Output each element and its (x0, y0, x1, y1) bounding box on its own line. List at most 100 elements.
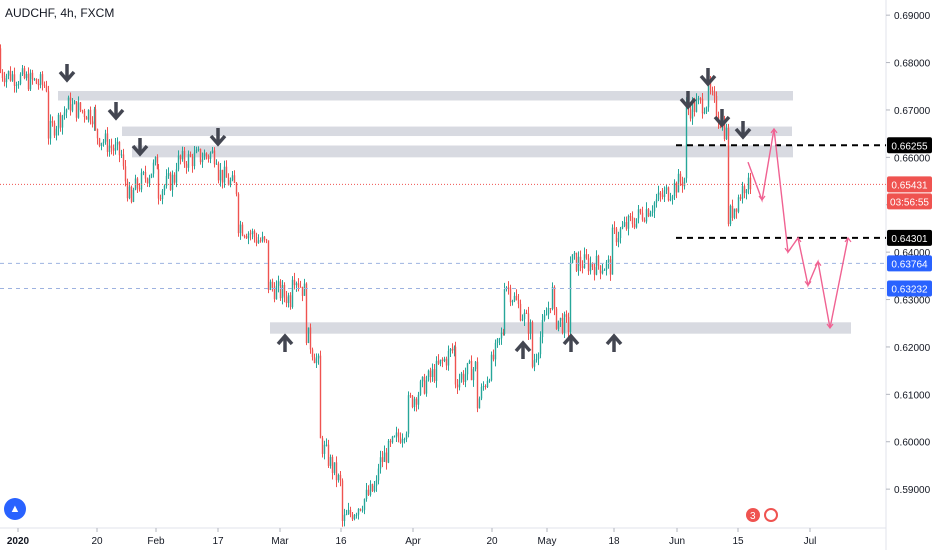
candle-body (733, 208, 736, 218)
candle-body (144, 172, 147, 179)
candle-body (607, 259, 610, 262)
candle-body (391, 436, 394, 443)
level-price-label: 0.64301 (891, 234, 928, 245)
candle-body (293, 279, 296, 286)
candle-body (9, 71, 12, 81)
candle-body (339, 474, 342, 481)
candle-body (603, 269, 606, 271)
candle-body (623, 222, 626, 227)
candle-body (118, 141, 121, 156)
candle-body (555, 308, 558, 329)
candle-body (697, 98, 700, 100)
tradingview-logo-icon[interactable]: ▲ (4, 498, 26, 520)
candle-body (193, 152, 196, 167)
candle-body (511, 300, 514, 303)
candle-body (259, 240, 262, 242)
resistance-arrowhead-icon (58, 70, 76, 83)
candle-body (215, 163, 218, 165)
candle-body (239, 224, 242, 234)
candle-body (130, 186, 133, 202)
candle-body (585, 254, 588, 259)
candle-body (132, 189, 135, 202)
candle-body (427, 370, 430, 381)
candle-body (454, 346, 457, 385)
candle-body (425, 380, 428, 394)
candle-body (17, 84, 20, 86)
candle-body (313, 357, 316, 364)
candle-body (265, 239, 268, 241)
projection-arrowhead (804, 280, 812, 287)
candle-body (464, 374, 467, 382)
candle-body (187, 154, 190, 168)
candle-body (323, 444, 326, 454)
last-price-label-bg (887, 176, 932, 193)
candle-body (393, 436, 396, 438)
candle-body (673, 182, 676, 197)
candle-body (19, 74, 22, 85)
notification-badge[interactable]: 3 (744, 506, 780, 524)
candle-body (96, 129, 99, 139)
candle-body (375, 480, 378, 486)
alert-price-label-bg (887, 280, 932, 297)
candle-body (389, 440, 392, 443)
candle-body (681, 181, 684, 187)
candle-body (565, 314, 568, 317)
candle-body (381, 457, 384, 462)
candle-body (605, 261, 608, 270)
candle-body (383, 452, 386, 462)
candle-body (685, 104, 688, 179)
candle-body (35, 78, 38, 84)
candle-body (11, 74, 14, 81)
candle-body (725, 127, 728, 140)
candle-body (731, 205, 734, 218)
candle-body (114, 144, 117, 151)
candle-body (349, 509, 352, 515)
support-arrowhead-icon (605, 333, 623, 346)
candle-body (243, 235, 246, 237)
candle-body (27, 73, 30, 90)
candle-body (484, 386, 487, 388)
candle-body (671, 196, 674, 200)
last-price-label: 0.65431 (891, 180, 928, 191)
alert-price-label: 0.63232 (891, 285, 928, 296)
candle-body (709, 80, 712, 91)
resistance-arrowhead-icon (107, 108, 125, 121)
candle-body (705, 107, 708, 113)
candle-body (423, 376, 426, 394)
candle-body (476, 361, 479, 409)
candle-body (411, 395, 414, 408)
candle-body (639, 209, 642, 213)
candle-body (545, 314, 548, 316)
y-tick-label: 0.59000 (894, 485, 931, 496)
candle-body (287, 295, 290, 304)
candle-body (33, 78, 36, 80)
candle-body (470, 360, 473, 381)
candle-body (341, 480, 344, 522)
countdown-label: 03:56:55 (890, 197, 929, 208)
candle-body (369, 484, 372, 495)
y-tick-label: 0.66000 (894, 153, 931, 164)
candle-body (138, 188, 141, 190)
candle-body (729, 205, 732, 225)
resistance-arrowhead-icon (209, 134, 227, 147)
candle-body (715, 95, 718, 117)
candle-body (373, 485, 376, 492)
candle-body (271, 281, 274, 288)
candle-body (567, 316, 570, 333)
candle-body (87, 109, 90, 120)
candle-body (385, 452, 388, 463)
candle-body (591, 262, 594, 268)
candle-body (462, 373, 465, 382)
candle-body (637, 209, 640, 219)
candle-body (345, 514, 348, 516)
candle-body (563, 314, 566, 333)
candle-body (569, 263, 572, 333)
price-zone (132, 145, 793, 158)
candle-body (211, 150, 214, 153)
candle-body (353, 515, 356, 520)
candle-body (120, 154, 123, 156)
candle-body (609, 259, 612, 275)
candle-body (557, 320, 560, 329)
